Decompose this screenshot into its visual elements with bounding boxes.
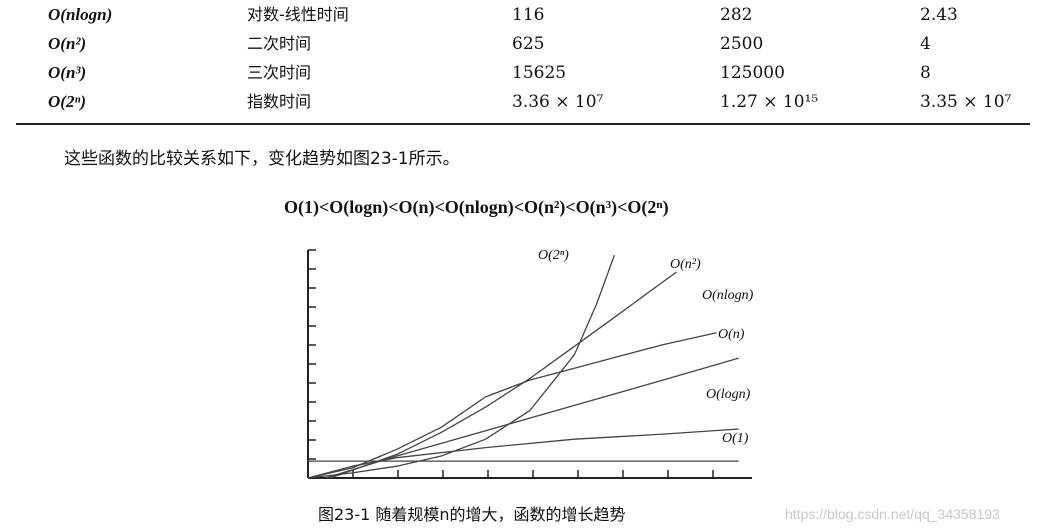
curve-label: O(n) bbox=[718, 327, 745, 342]
value-cell: 2.43 bbox=[920, 5, 958, 25]
value-cell: 8 bbox=[920, 63, 931, 83]
series-line bbox=[307, 254, 616, 479]
figure-caption: 图23-1 随着规模n的增大，函数的增长趋势 bbox=[318, 505, 626, 524]
complexity-relation: O(1)<O(logn)<O(n)<O(nlogn)<O(n²)<O(n³)<O… bbox=[284, 197, 669, 217]
curve-label: O(nlogn) bbox=[702, 288, 754, 303]
name-cell: 三次时间 bbox=[247, 63, 312, 82]
value-cell: 116 bbox=[512, 5, 545, 25]
curve-label: O(logn) bbox=[706, 387, 751, 402]
series-line bbox=[307, 428, 739, 479]
table-bottom-rule bbox=[16, 123, 1030, 125]
chart-curve-labels: O(2ⁿ) O(n²) O(nlogn) O(n) O(logn) O(1) bbox=[538, 248, 754, 446]
series-line bbox=[307, 332, 717, 479]
name-cell: 对数-线性时间 bbox=[247, 5, 349, 24]
name-cell: 二次时间 bbox=[247, 34, 312, 53]
value-cell: 4 bbox=[920, 34, 931, 54]
series-line bbox=[329, 271, 677, 479]
value-cell: 125000 bbox=[720, 63, 785, 83]
notation-cell: O(nlogn) bbox=[48, 5, 113, 24]
value-cell: 3.36 × 10⁷ bbox=[512, 92, 604, 112]
curve-label: O(1) bbox=[722, 431, 749, 446]
notation-cell: O(n³) bbox=[48, 63, 87, 82]
curve-label: O(2ⁿ) bbox=[538, 248, 569, 263]
value-cell: 625 bbox=[512, 34, 545, 54]
notation-cell: O(2ⁿ) bbox=[48, 92, 87, 111]
chart-curves bbox=[307, 254, 739, 479]
value-cell: 15625 bbox=[512, 63, 567, 83]
watermark: https://blog.csdn.net/qq_34358193 bbox=[785, 506, 1000, 522]
value-cell: 2500 bbox=[720, 34, 764, 54]
body-paragraph: 这些函数的比较关系如下，变化趋势如图23-1所示。 bbox=[64, 149, 460, 169]
value-cell: 282 bbox=[720, 5, 753, 25]
chart-axes bbox=[307, 249, 752, 479]
name-cell: 指数时间 bbox=[247, 92, 312, 111]
value-cell: 3.35 × 10⁷ bbox=[920, 92, 1012, 112]
notation-cell: O(n²) bbox=[48, 34, 87, 53]
value-cell: 1.27 × 10¹⁵ bbox=[720, 92, 819, 112]
curve-label: O(n²) bbox=[670, 257, 701, 272]
